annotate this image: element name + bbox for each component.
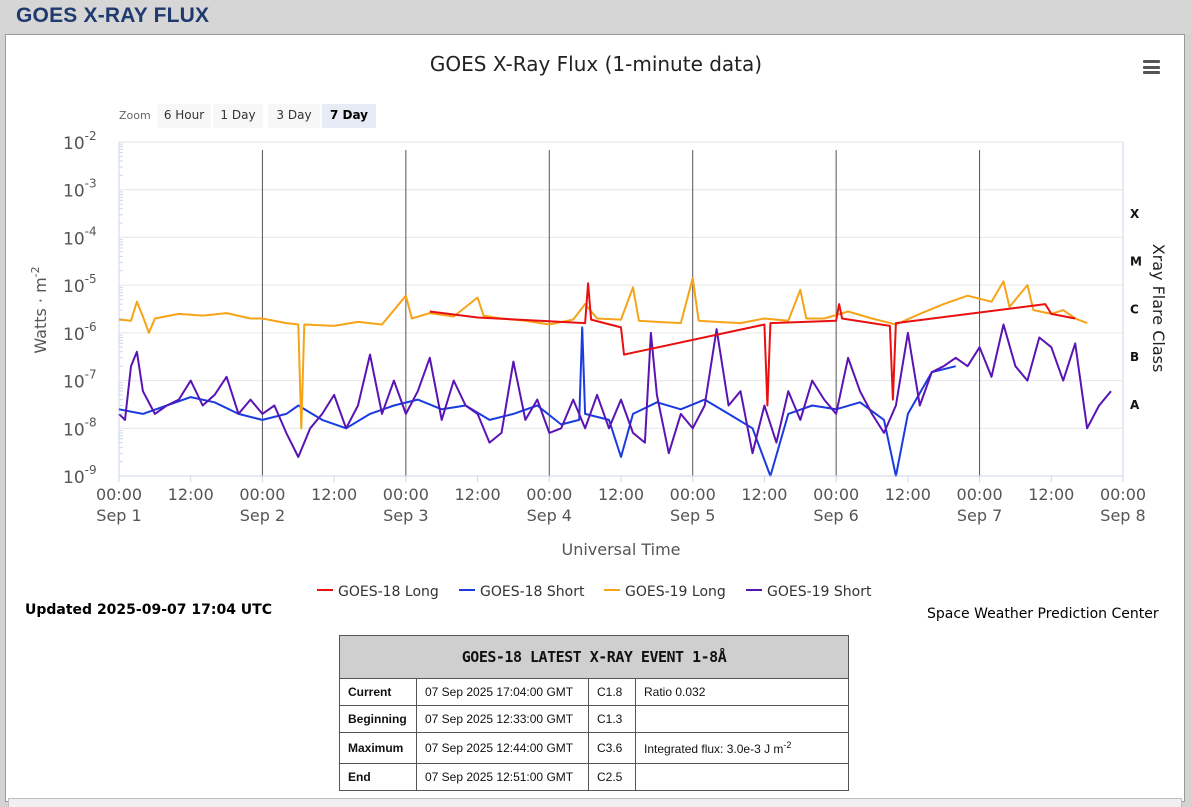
legend-swatch [604, 589, 620, 591]
zoom-3-day-button[interactable]: 3 Day [268, 104, 320, 128]
flare-class-label: M [1130, 255, 1142, 269]
zoom-1-day-button[interactable]: 1 Day [213, 104, 263, 128]
table-title: GOES-18 LATEST X-RAY EVENT 1-8Å [339, 635, 849, 679]
y-tick-label: 10-3 [63, 177, 97, 202]
x-tick-time-label: 12:00 [741, 485, 787, 504]
x-tick-date-label: Sep 3 [383, 506, 428, 525]
legend-label: GOES-19 Short [767, 584, 872, 600]
x-tick-time-label: 12:00 [455, 485, 501, 504]
legend-goes19-long[interactable]: GOES-19 Long [604, 584, 726, 602]
x-tick-date-label: Sep 2 [240, 506, 285, 525]
x-tick-date-label: Sep 4 [527, 506, 572, 525]
x-tick-time-label: 12:00 [311, 485, 357, 504]
row-class: C1.3 [588, 705, 636, 733]
x-axis-label: Universal Time [561, 540, 680, 559]
y-tick-label: 10-2 [63, 129, 97, 154]
x-tick-time-label: 00:00 [383, 485, 429, 504]
x-tick-time-label: 00:00 [957, 485, 1003, 504]
legend-goes18-short[interactable]: GOES-18 Short [459, 584, 585, 602]
row-class: C3.6 [588, 732, 636, 764]
series-line-goes-19-long [118, 277, 1088, 430]
table-row: Maximum 07 Sep 2025 12:44:00 GMT C3.6 In… [339, 732, 849, 764]
x-tick-date-label: Sep 6 [813, 506, 858, 525]
table-row: Beginning 07 Sep 2025 12:33:00 GMT C1.3 [339, 705, 849, 733]
x-tick-time-label: 00:00 [670, 485, 716, 504]
row-class: C1.8 [588, 678, 636, 706]
zoom-7-day-button[interactable]: 7 Day [322, 104, 376, 128]
page-title: GOES X-RAY FLUX [16, 4, 210, 27]
credit-text: Space Weather Prediction Center [927, 606, 1159, 622]
y-tick-label: 10-6 [63, 320, 97, 345]
x-tick-date-label: Sep 5 [670, 506, 715, 525]
x-tick-time-label: 12:00 [1028, 485, 1074, 504]
x-tick-date-label: Sep 7 [957, 506, 1002, 525]
row-time: 07 Sep 2025 12:51:00 GMT [416, 763, 589, 791]
x-tick-time-label: 00:00 [813, 485, 859, 504]
chart-title: GOES X-Ray Flux (1-minute data) [429, 52, 763, 76]
row-time: 07 Sep 2025 12:44:00 GMT [416, 732, 589, 764]
flare-class-label: C [1130, 302, 1139, 316]
flare-class-label: B [1130, 350, 1139, 364]
updated-timestamp: Updated 2025-09-07 17:04 UTC [25, 602, 272, 618]
flare-class-label: A [1130, 398, 1140, 412]
legend-label: GOES-18 Short [480, 584, 585, 600]
flare-class-label: X [1130, 207, 1140, 221]
legend-swatch [459, 589, 475, 591]
hamburger-menu-icon[interactable] [1143, 60, 1160, 74]
legend-label: GOES-18 Long [338, 584, 439, 600]
table-row: End 07 Sep 2025 12:51:00 GMT C2.5 [339, 763, 849, 791]
legend-swatch [746, 589, 762, 591]
y-tick-label: 10-4 [63, 224, 97, 249]
row-note [635, 763, 849, 791]
legend-swatch [317, 589, 333, 591]
legend-goes19-short[interactable]: GOES-19 Short [746, 584, 872, 602]
row-class: C2.5 [588, 763, 636, 791]
row-time: 07 Sep 2025 17:04:00 GMT [416, 678, 589, 706]
plot-area [118, 141, 1124, 477]
legend-label: GOES-19 Long [625, 584, 726, 600]
table-row: Current 07 Sep 2025 17:04:00 GMT C1.8 Ra… [339, 678, 849, 706]
bottom-panel-edge [8, 798, 1182, 807]
x-tick-time-label: 00:00 [1100, 485, 1146, 504]
row-note [635, 705, 849, 733]
y-tick-label: 10-7 [63, 368, 97, 393]
series-line-goes-18-long [429, 282, 1076, 407]
y-tick-label: 10-9 [63, 463, 97, 488]
table-header-row: GOES-18 LATEST X-RAY EVENT 1-8Å [339, 635, 849, 679]
zoom-6-hour-button[interactable]: 6 Hour [157, 104, 211, 128]
x-tick-time-label: 12:00 [598, 485, 644, 504]
zoom-label: Zoom [119, 109, 151, 122]
row-note: Ratio 0.032 [635, 678, 849, 706]
row-label: End [339, 763, 417, 791]
x-tick-time-label: 00:00 [526, 485, 572, 504]
flare-class-axis-label: Xray Flare Class [1149, 244, 1168, 373]
y-axis-label: Watts · m-2 [29, 266, 50, 353]
x-tick-time-label: 12:00 [168, 485, 214, 504]
series-line-goes-19-short [118, 323, 1112, 458]
row-time: 07 Sep 2025 12:33:00 GMT [416, 705, 589, 733]
x-tick-time-label: 00:00 [239, 485, 285, 504]
row-note: Integrated flux: 3.0e-3 J m-2 [635, 732, 849, 764]
x-tick-time-label: 00:00 [96, 485, 142, 504]
legend-goes18-long[interactable]: GOES-18 Long [317, 584, 439, 602]
y-tick-label: 10-8 [63, 415, 97, 440]
row-label: Beginning [339, 705, 417, 733]
x-tick-time-label: 12:00 [885, 485, 931, 504]
page-header: GOES X-RAY FLUX [0, 0, 1192, 34]
row-label: Maximum [339, 732, 417, 764]
row-label: Current [339, 678, 417, 706]
x-tick-date-label: Sep 8 [1100, 506, 1145, 525]
x-tick-date-label: Sep 1 [96, 506, 141, 525]
y-tick-label: 10-5 [63, 272, 97, 297]
latest-event-table: GOES-18 LATEST X-RAY EVENT 1-8Å Current … [339, 635, 849, 791]
